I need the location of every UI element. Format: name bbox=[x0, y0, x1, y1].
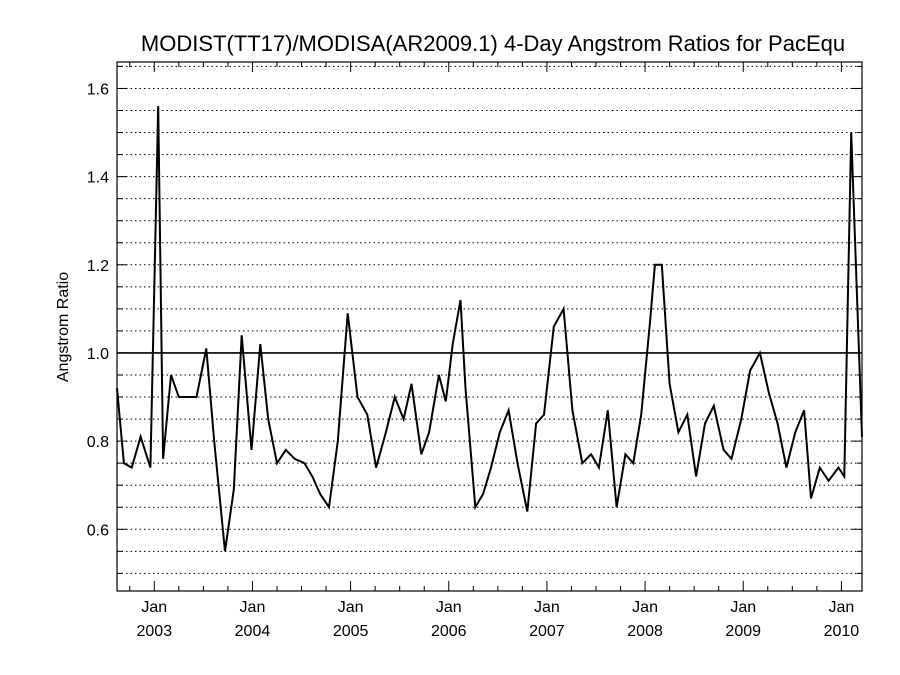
chart-title: MODIST(TT17)/MODISA(AR2009.1) 4-Day Angs… bbox=[141, 31, 845, 56]
x-tick-month: Jan bbox=[141, 599, 167, 616]
x-tick-month: Jan bbox=[534, 599, 560, 616]
axes bbox=[116, 61, 863, 592]
y-tick-label: 1.4 bbox=[87, 170, 109, 187]
series-line bbox=[116, 106, 863, 552]
y-axis-label: Angstrom Ratio bbox=[55, 272, 72, 382]
y-tick-label: 0.8 bbox=[87, 434, 109, 451]
x-tick-year: 2006 bbox=[431, 623, 467, 640]
y-tick-label: 1.2 bbox=[87, 258, 109, 275]
y-ticks: 0.6 0.8 1.0 1.2 1.4 1.6 bbox=[87, 65, 862, 574]
y-tick-label: 1.6 bbox=[87, 81, 109, 98]
x-tick-month: Jan bbox=[338, 599, 364, 616]
x-tick-year: 2009 bbox=[725, 623, 761, 640]
plot-frame bbox=[116, 61, 863, 592]
x-tick-year: 2003 bbox=[137, 623, 173, 640]
x-tick-month: Jan bbox=[240, 599, 266, 616]
x-tick-year: 2005 bbox=[333, 623, 369, 640]
x-tick-month: Jan bbox=[828, 599, 854, 616]
x-ticks: Jan 2003 Jan 2004 Jan 2005 Jan 2006 Jan 2007 Jan 20… bbox=[129, 62, 860, 640]
x-tick-year: 2004 bbox=[235, 623, 271, 640]
x-tick-year: 2010 bbox=[824, 623, 860, 640]
y-tick-label: 1.0 bbox=[87, 346, 109, 363]
x-tick-month: Jan bbox=[632, 599, 658, 616]
x-tick-month: Jan bbox=[436, 599, 462, 616]
y-tick-label: 0.6 bbox=[87, 522, 109, 539]
x-tick-month: Jan bbox=[730, 599, 756, 616]
series-group bbox=[116, 106, 863, 552]
x-tick-year: 2007 bbox=[529, 623, 565, 640]
x-tick-year: 2008 bbox=[627, 623, 663, 640]
grid-lines bbox=[117, 65, 862, 574]
